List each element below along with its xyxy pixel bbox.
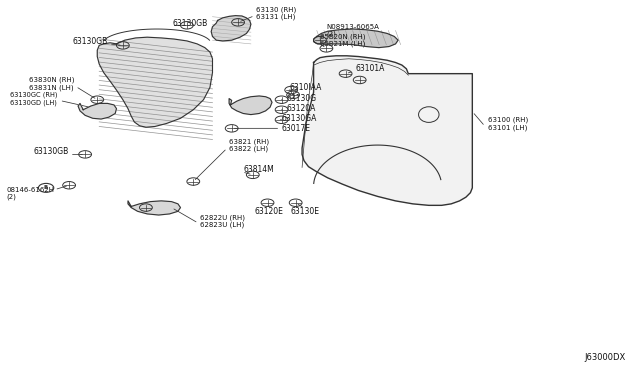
Text: 63130GB: 63130GB xyxy=(33,147,68,156)
Polygon shape xyxy=(78,103,116,119)
Polygon shape xyxy=(302,56,472,205)
Polygon shape xyxy=(211,16,251,41)
Polygon shape xyxy=(97,37,212,127)
Text: 63130 (RH)
63131 (LH): 63130 (RH) 63131 (LH) xyxy=(256,6,296,20)
Text: 63830N (RH)
63831N (LH): 63830N (RH) 63831N (LH) xyxy=(29,77,74,91)
Polygon shape xyxy=(128,201,180,215)
Text: 63130GA: 63130GA xyxy=(282,114,317,123)
Text: J63000DX: J63000DX xyxy=(585,353,626,362)
Text: 65B20N (RH)
65B21M (LH): 65B20N (RH) 65B21M (LH) xyxy=(320,33,365,47)
Text: 08146-6162H
(2): 08146-6162H (2) xyxy=(6,187,54,200)
Polygon shape xyxy=(229,96,272,115)
Text: 63130GC (RH)
63130GD (LH): 63130GC (RH) 63130GD (LH) xyxy=(10,92,58,106)
Text: 63120A: 63120A xyxy=(287,104,316,113)
Text: 63120E: 63120E xyxy=(254,207,284,216)
Text: B: B xyxy=(44,185,48,190)
Text: 63130GB: 63130GB xyxy=(173,19,208,28)
Text: 6310IAA: 6310IAA xyxy=(289,83,322,92)
Text: 63130E: 63130E xyxy=(290,207,319,216)
Text: 63017E: 63017E xyxy=(282,124,310,133)
Text: 62822U (RH)
62823U (LH): 62822U (RH) 62823U (LH) xyxy=(200,214,244,228)
Text: 63130GB: 63130GB xyxy=(72,37,108,46)
Text: N08913-6065A
(2): N08913-6065A (2) xyxy=(326,24,380,37)
Text: 63821 (RH)
63822 (LH): 63821 (RH) 63822 (LH) xyxy=(229,138,269,152)
Text: 63130G: 63130G xyxy=(287,94,317,103)
Text: 63101A: 63101A xyxy=(355,64,385,73)
Text: 63814M: 63814M xyxy=(243,165,274,174)
Polygon shape xyxy=(314,29,398,48)
Text: 63100 (RH)
63101 (LH): 63100 (RH) 63101 (LH) xyxy=(488,116,528,131)
